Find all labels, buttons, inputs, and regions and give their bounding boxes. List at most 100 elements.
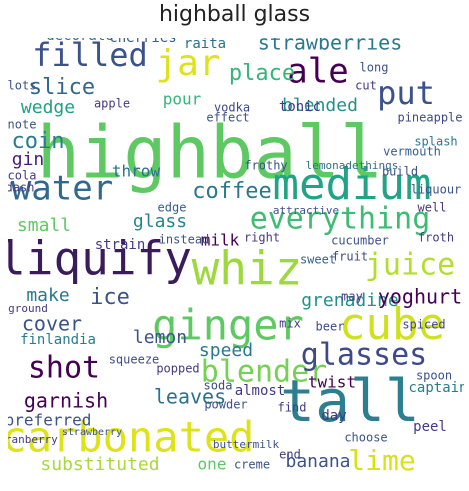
word-cloud-word: coin: [12, 129, 65, 154]
word-cloud-word: long: [360, 61, 389, 75]
word-cloud-word: popped: [156, 362, 199, 376]
word-cloud-word: blended: [282, 95, 358, 116]
word-cloud-word: decorate: [46, 38, 113, 44]
word-cloud-word: liquour: [411, 183, 462, 197]
word-cloud-word: sweet: [300, 253, 336, 267]
word-cloud-word: throw: [112, 162, 161, 181]
word-cloud-word: raita: [184, 38, 226, 52]
word-cloud-word: mix: [279, 317, 301, 331]
word-cloud-word: substituted: [40, 454, 159, 475]
word-cloud-word: spiced: [402, 318, 445, 332]
word-cloud-word: cola: [8, 169, 36, 183]
word-cloud-word: right: [244, 231, 280, 245]
word-cloud-word: vermouth: [383, 145, 441, 159]
word-cloud-word: buttermilk: [213, 438, 280, 451]
word-cloud-word: preferred: [8, 411, 91, 430]
word-cloud-word: gin: [12, 149, 45, 170]
word-cloud-word: tall: [280, 367, 420, 435]
word-cloud-word: cut: [355, 79, 377, 93]
word-cloud-word: lots: [8, 79, 36, 93]
word-cloud: highball tall carbonated liquify whiz medium g…: [8, 38, 464, 488]
word-cloud-word: ground: [8, 302, 48, 315]
word-cloud-word: froth: [418, 231, 454, 245]
word-cloud-word: whiz: [192, 242, 303, 296]
word-cloud-word: water: [11, 169, 113, 209]
word-cloud-word: coffee: [192, 179, 271, 204]
word-cloud-word: attractive: [273, 204, 339, 217]
word-cloud-word: fruit: [332, 250, 368, 264]
word-cloud-word: lemon: [133, 327, 187, 348]
word-cloud-word: glasses: [301, 338, 427, 373]
word-cloud-word: edge: [158, 201, 187, 215]
word-cloud-word: yoghurt: [378, 285, 462, 309]
word-cloud-word: vodka: [214, 101, 250, 115]
word-cloud-word: strawberry: [62, 427, 122, 438]
word-cloud-word: finlandia: [20, 332, 96, 348]
word-cloud-word: tonic: [279, 99, 321, 115]
word-cloud-word: splash: [414, 135, 457, 149]
word-cloud-word: place: [229, 61, 295, 86]
page-title: highball glass: [158, 2, 311, 27]
word-cloud-word: may: [341, 290, 363, 304]
word-cloud-word: jar: [155, 43, 220, 84]
word-cloud-word: captain: [408, 380, 464, 396]
word-cloud-word: dash: [8, 181, 34, 195]
word-cloud-word: juice: [365, 248, 455, 283]
word-cloud-word: squeeze: [109, 353, 160, 367]
word-cloud-word: cranberry: [8, 433, 58, 446]
word-cloud-word: strawberries: [258, 38, 403, 55]
word-cloud-word: leaves: [154, 385, 226, 409]
word-cloud-word: find: [278, 401, 307, 415]
word-cloud-word: shot: [28, 351, 100, 386]
word-cloud-word: grenadine: [301, 290, 399, 311]
word-cloud-word: filled: [32, 38, 148, 74]
word-cloud-word: peel: [413, 419, 447, 435]
word-cloud-word: milk: [201, 231, 240, 250]
word-cloud-word: soda: [204, 379, 233, 393]
word-cloud-word: end: [279, 448, 301, 462]
word-cloud-word: highball: [37, 111, 384, 195]
word-cloud-word: beer: [316, 320, 345, 334]
word-cloud-word: note: [8, 118, 36, 132]
word-cloud-word: powder: [204, 398, 247, 412]
word-cloud-word: twist: [308, 373, 356, 392]
word-cloud-word: medium: [273, 159, 432, 210]
word-cloud-word: lime: [348, 444, 415, 477]
word-cloud-word: almost: [235, 383, 286, 399]
word-cloud-word: cover: [22, 312, 82, 336]
word-cloud-word: lemonadethings: [306, 159, 399, 172]
word-cloud-word: banana: [285, 451, 350, 472]
word-cloud-word: instead: [159, 233, 210, 247]
word-cloud-word: make: [26, 285, 69, 306]
word-cloud-word: ale: [287, 52, 348, 92]
word-cloud-word: blender: [201, 355, 327, 390]
word-cloud-canvas: highball tall carbonated liquify whiz medium g…: [8, 38, 464, 477]
word-cloud-word: everything: [250, 202, 431, 237]
word-cloud-word: apple: [94, 97, 130, 111]
word-cloud-word: pineapple: [397, 111, 462, 125]
word-cloud-word: frothy: [244, 159, 287, 173]
word-cloud-word: pour: [163, 90, 202, 109]
word-cloud-word: build: [382, 165, 418, 179]
word-cloud-word: cube: [339, 299, 445, 350]
word-cloud-word: one: [198, 455, 227, 474]
word-cloud-word: ice: [90, 285, 130, 310]
word-cloud-word: creme: [234, 458, 270, 472]
word-cloud-word: well: [418, 201, 447, 215]
word-cloud-word: carbonated: [8, 413, 254, 462]
word-cloud-word: strain: [95, 237, 146, 253]
word-cloud-word: small: [17, 215, 71, 236]
word-cloud-word: spoon: [416, 369, 452, 383]
word-cloud-word: speed: [199, 340, 253, 361]
word-cloud-word: liquify: [8, 232, 192, 286]
word-cloud-word: slice: [29, 75, 95, 100]
word-cloud-word: day: [321, 408, 346, 424]
word-cloud-word: put: [377, 74, 435, 112]
word-cloud-word: garnish: [24, 389, 108, 413]
word-cloud-word: wedge: [21, 97, 75, 118]
word-cloud-word: cucumber: [331, 234, 389, 248]
word-cloud-word: glass: [133, 211, 187, 232]
word-cloud-word: effect: [206, 111, 249, 125]
word-cloud-word: choose: [344, 431, 387, 445]
